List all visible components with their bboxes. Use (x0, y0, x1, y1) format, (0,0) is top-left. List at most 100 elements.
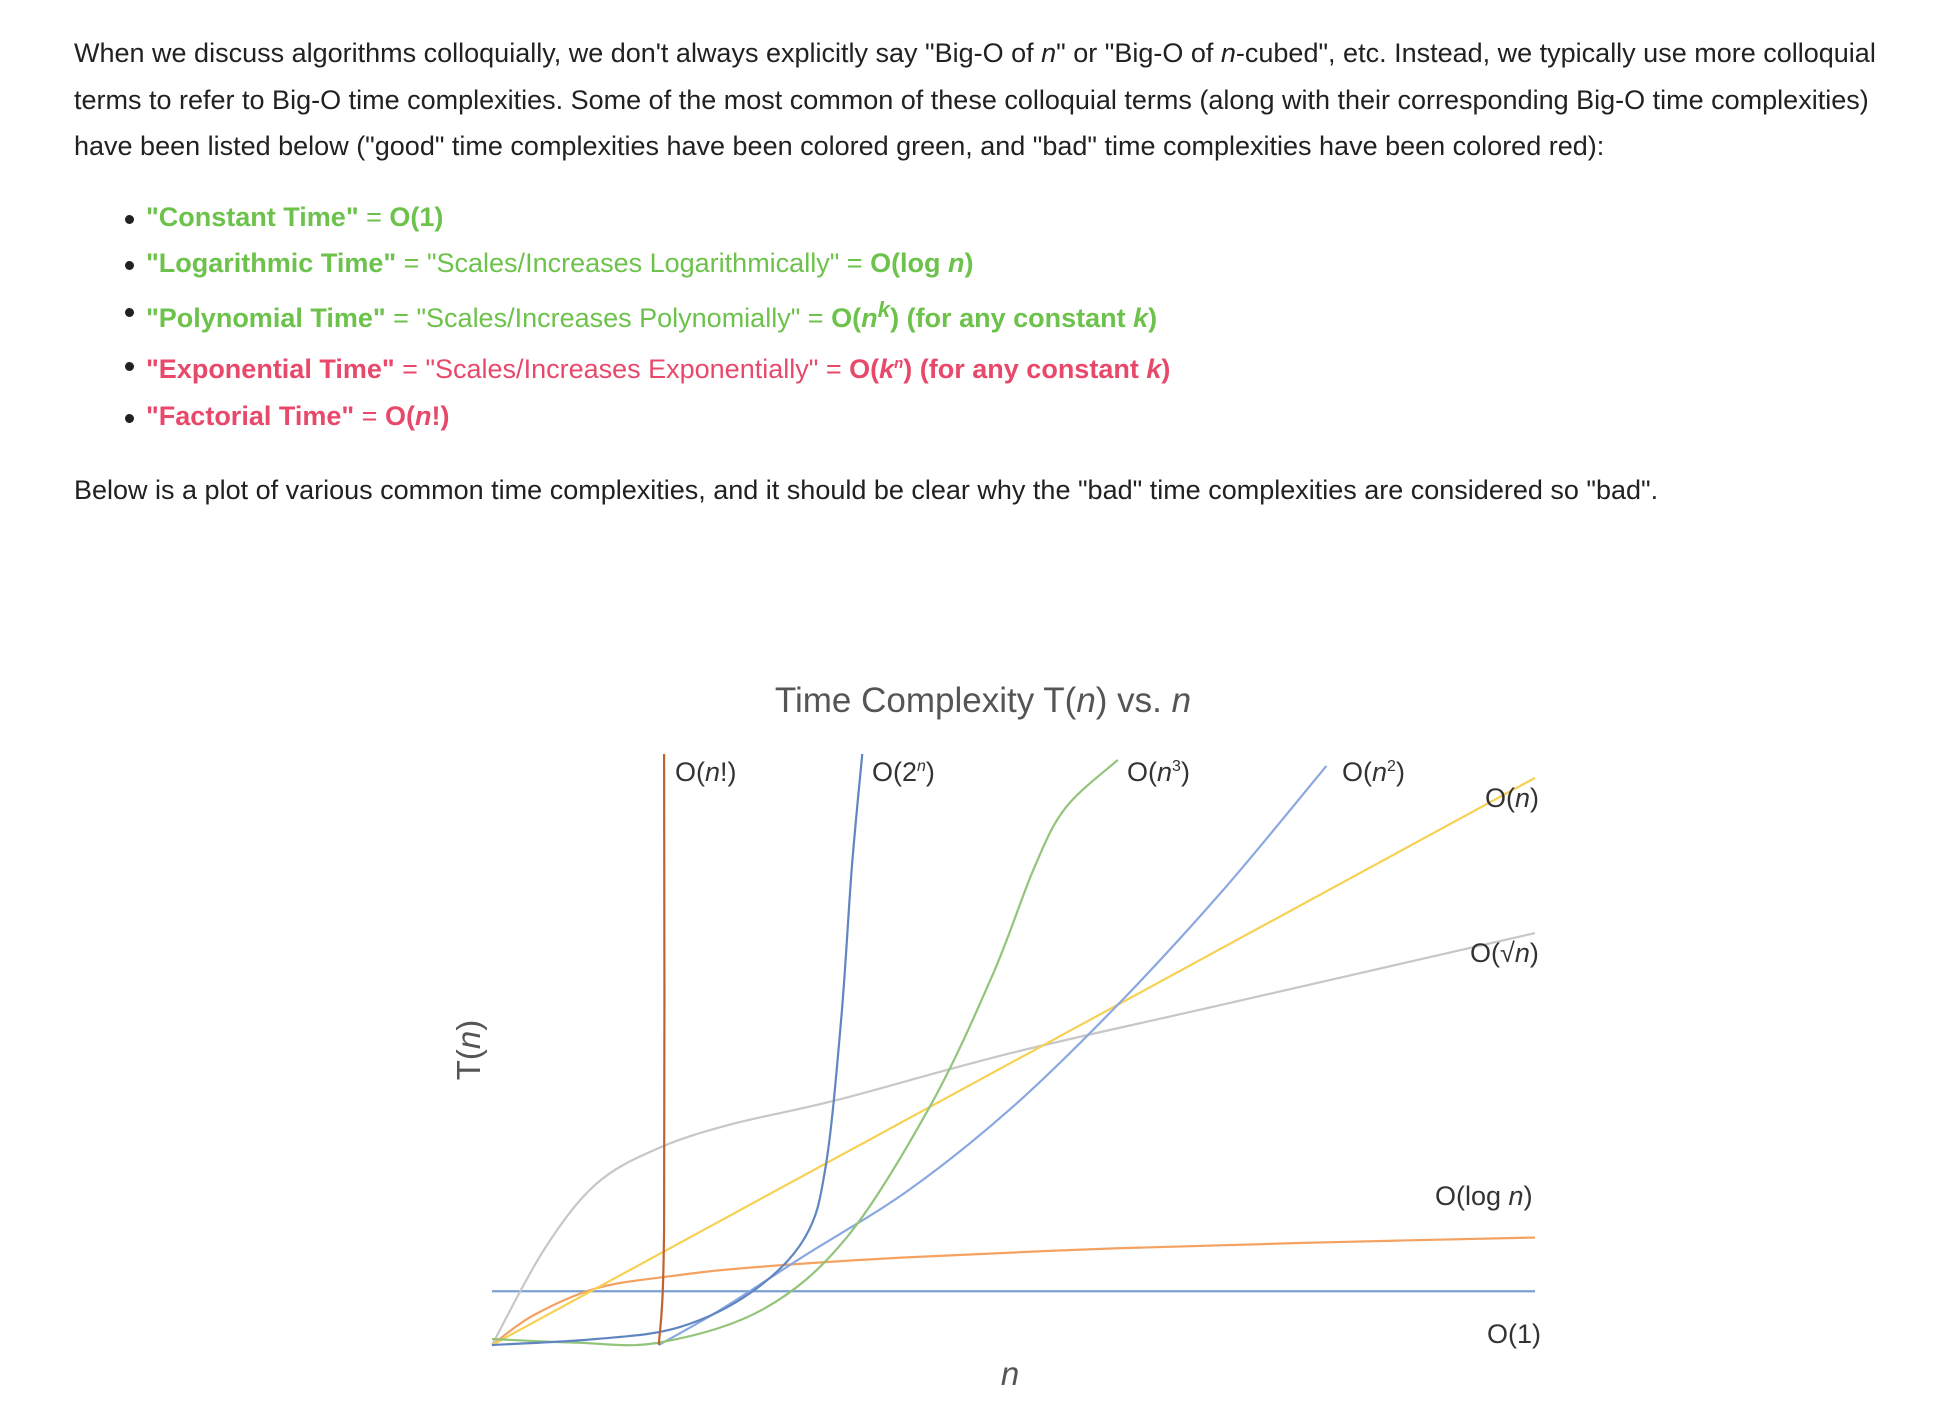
y-label-text: T( (450, 1049, 487, 1080)
label-close: !) (720, 757, 737, 787)
constant-note-close: ) (1161, 354, 1171, 384)
label-2-to-n: O(2n) (872, 757, 935, 787)
constant-note-var: k (1133, 302, 1149, 333)
big-o-exponent: k (877, 296, 891, 322)
label-var: n (1509, 1181, 1524, 1211)
equals-sign: = (358, 201, 390, 232)
equals-sign: = (396, 248, 427, 278)
label-text: O( (1342, 757, 1372, 787)
equals-sign: = (800, 302, 832, 333)
label-sup: 3 (1172, 758, 1181, 775)
big-o-base: k (879, 354, 895, 384)
intro-text-3: -cubed", etc. Instead, we typically use … (74, 38, 1876, 161)
label-log-n: O(log n) (1435, 1181, 1533, 1211)
label-sup: n (917, 758, 926, 775)
big-o-var: n (948, 248, 965, 278)
equals-sign: = (818, 354, 850, 384)
term-description: "Scales/Increases Exponentially" (425, 354, 819, 384)
intro-text-2: " or "Big-O of (1056, 38, 1221, 68)
intro-text-1: When we discuss algorithms colloquially,… (74, 38, 1042, 68)
label-var: n (1515, 938, 1530, 968)
document-body: When we discuss algorithms colloquially,… (74, 30, 1914, 514)
list-item-logarithmic: "Logarithmic Time" = "Scales/Increases L… (125, 240, 1914, 287)
label-text: O(log (1435, 1181, 1509, 1211)
list-item-exponential: "Exponential Time" = "Scales/Increases E… (125, 341, 1914, 393)
term-name: "Exponential Time" (146, 354, 395, 384)
term-description: "Scales/Increases Polynomially" (416, 302, 801, 333)
intro-paragraph: When we discuss algorithms colloquially,… (74, 30, 1914, 170)
label-sqrt-n: O(√n) (1470, 938, 1539, 968)
y-axis-label: T(n) (450, 1020, 487, 1081)
label-text: O(1) (1487, 1319, 1541, 1349)
label-var: n (705, 757, 720, 787)
intro-var-n: n (1041, 38, 1057, 68)
complexity-term-list: "Constant Time" = O(1) "Logarithmic Time… (74, 194, 1914, 440)
series-line-o-n (491, 931, 1536, 1346)
label-text: O( (1127, 757, 1157, 787)
series-line-o-2 (491, 753, 864, 1347)
label-close: ) (1530, 938, 1539, 968)
y-label-close: ) (450, 1020, 487, 1031)
equals-sign: = (385, 302, 417, 333)
chart-title-text-2: ) vs. (1096, 681, 1172, 720)
label-var: n (1372, 757, 1387, 787)
big-o-var: n (414, 400, 432, 431)
label-close: ) (1524, 1181, 1533, 1211)
list-item-constant: "Constant Time" = O(1) (125, 194, 1914, 241)
label-text: O( (675, 757, 705, 787)
big-o-close: ) (964, 248, 974, 278)
series-line-o-n (658, 765, 1328, 1346)
series-line-o-log-n (491, 1236, 1536, 1346)
series-line-o-n (491, 776, 1536, 1346)
equals-sign: = (354, 400, 385, 431)
label-text: O( (1485, 783, 1515, 813)
term-name: "Logarithmic Time" (146, 248, 397, 278)
constant-note-var: k (1146, 354, 1162, 384)
series-line-o-n (657, 753, 666, 1346)
term-name: "Constant Time" (146, 201, 359, 232)
label-n: O(n) (1485, 783, 1539, 813)
big-o-exponent: n (894, 355, 904, 372)
big-o-base: n (861, 302, 878, 333)
list-item-polynomial: "Polynomial Time" = "Scales/Increases Po… (125, 287, 1914, 342)
label-var: n (1515, 783, 1530, 813)
big-o-close: ) (890, 302, 900, 333)
big-o: O( (384, 400, 415, 431)
term-description: "Scales/Increases Logarithmically" (426, 248, 840, 278)
big-o: O(log (870, 248, 949, 278)
big-o: O( (831, 302, 862, 333)
big-o: O( (849, 354, 880, 384)
equals-sign: = (394, 354, 426, 384)
y-label-var: n (450, 1031, 487, 1049)
constant-note-close: ) (1148, 302, 1158, 333)
constant-note: (for any constant (912, 354, 1147, 384)
series-line-o-n (491, 759, 1119, 1347)
label-close: ) (1396, 757, 1405, 787)
outro-paragraph: Below is a plot of various common time c… (74, 475, 1659, 505)
constant-note: (for any constant (899, 302, 1134, 333)
chart-title-var-2: n (1172, 681, 1191, 720)
series-labels: O(n!) O(2n) O(n3) O(n2) O(n) O(√n) O(log… (675, 757, 1541, 1349)
term-name: "Factorial Time" (146, 400, 355, 431)
series-layer (491, 753, 1536, 1347)
label-close: ) (926, 757, 935, 787)
label-n-factorial: O(n!) (675, 757, 737, 787)
label-var: n (1157, 757, 1172, 787)
label-sup: 2 (1387, 758, 1396, 775)
intro-var-n-2: n (1220, 38, 1236, 68)
big-o: O(1) (389, 201, 444, 232)
label-n-cubed: O(n3) (1127, 757, 1190, 787)
list-item-factorial: "Factorial Time" = O(n!) (125, 393, 1914, 440)
label-close: ) (1530, 783, 1539, 813)
label-text: O(√ (1470, 938, 1515, 968)
label-close: ) (1181, 757, 1190, 787)
label-n-squared: O(n2) (1342, 757, 1405, 787)
label-constant: O(1) (1487, 1319, 1541, 1349)
term-name: "Polynomial Time" (146, 302, 386, 333)
label-text: O(2 (872, 757, 917, 787)
x-axis-label: n (1001, 1355, 1019, 1392)
chart-title-var: n (1076, 681, 1095, 720)
chart-title: Time Complexity T(n) vs. n (775, 681, 1191, 720)
equals-sign: = (839, 248, 871, 278)
